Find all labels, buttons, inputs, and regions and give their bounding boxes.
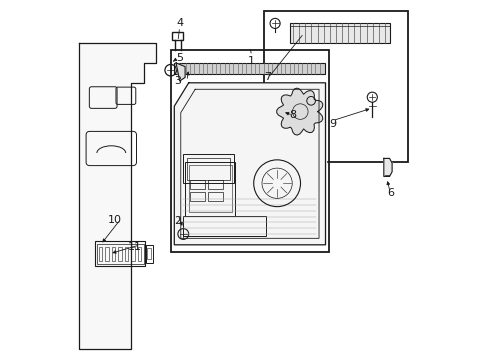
Bar (264, 11, 407, 162)
Text: 7: 7 (264, 72, 271, 82)
Bar (174, 63, 325, 74)
Text: 5: 5 (176, 53, 183, 63)
Text: 1: 1 (248, 56, 255, 66)
Bar (118, 247, 122, 261)
Text: 9: 9 (328, 119, 336, 129)
Text: 2: 2 (174, 216, 181, 226)
Text: 6: 6 (386, 188, 393, 198)
Bar (172, 32, 183, 40)
Bar (384, 175, 387, 176)
Bar (208, 180, 223, 189)
Bar (99, 247, 102, 261)
Bar (170, 50, 328, 252)
Bar (137, 247, 141, 261)
Polygon shape (383, 158, 391, 176)
Bar (97, 244, 143, 264)
Bar (124, 247, 128, 261)
Polygon shape (176, 63, 185, 81)
Bar (190, 192, 204, 201)
Text: 3: 3 (174, 76, 181, 86)
Text: 4: 4 (176, 18, 183, 28)
Bar (289, 23, 389, 43)
Bar (185, 162, 235, 216)
Bar (208, 192, 223, 201)
Bar (186, 158, 230, 180)
Bar (183, 216, 266, 236)
Bar (131, 247, 134, 261)
Text: 11: 11 (127, 242, 142, 252)
Text: 8: 8 (289, 110, 296, 120)
Polygon shape (79, 43, 156, 349)
Bar (145, 245, 152, 263)
Bar (105, 247, 108, 261)
Bar (190, 180, 204, 189)
Polygon shape (276, 88, 322, 135)
Bar (111, 247, 115, 261)
Bar (183, 154, 233, 183)
Bar (188, 165, 231, 212)
Text: 10: 10 (108, 215, 122, 225)
Polygon shape (174, 83, 325, 245)
Bar (147, 248, 151, 259)
Bar (95, 241, 145, 266)
